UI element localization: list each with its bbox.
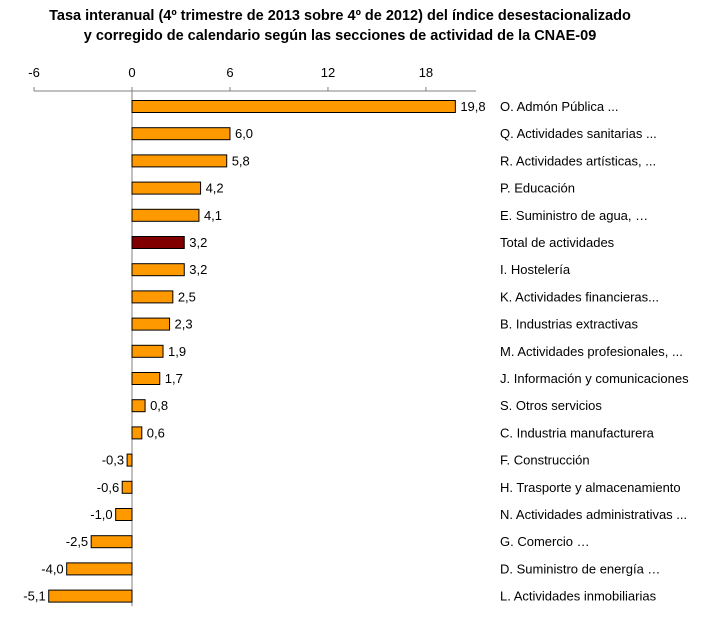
x-tick-label: 6 (226, 65, 233, 80)
bar (131, 426, 143, 440)
bar-value-label: 6,0 (235, 126, 253, 141)
bar (131, 127, 231, 141)
bar-value-label: -0,3 (102, 453, 124, 468)
bar (131, 263, 185, 277)
bar (48, 589, 133, 603)
bar (131, 317, 171, 331)
category-label: R. Actividades artísticas, ... (500, 153, 656, 168)
bar (115, 508, 133, 521)
bar (131, 208, 200, 222)
category-label: M. Actividades profesionales, ... (500, 344, 683, 359)
bar-value-label: 3,2 (189, 262, 207, 277)
category-label: F. Construcción (500, 453, 590, 468)
bar-value-label: 4,1 (204, 208, 222, 223)
chart-title-line-2: y corregido de calendario según las secc… (83, 28, 597, 44)
bar-value-label: -2,5 (66, 534, 88, 549)
category-label: E. Suministro de agua, … (500, 208, 648, 223)
bar-value-label: -5,1 (23, 589, 45, 604)
category-label: I. Hostelería (500, 262, 571, 277)
bar-value-label: -0,6 (97, 480, 119, 495)
category-label: J. Información y comunicaciones (500, 371, 689, 386)
bar-value-label: 4,2 (206, 181, 224, 196)
x-tick-label: 0 (128, 65, 135, 80)
category-label: P. Educación (500, 181, 575, 196)
bar (66, 562, 133, 576)
bar-value-label: 2,3 (175, 317, 193, 332)
x-tick-label: -6 (28, 65, 40, 80)
chart-title-line-1: Tasa interanual (4º trimestre de 2013 so… (49, 8, 631, 24)
bar (126, 453, 133, 467)
category-label: L. Actividades inmobiliarias (500, 589, 657, 604)
bar-value-label: -4,0 (41, 561, 63, 576)
bar-value-label: 3,2 (189, 235, 207, 250)
bar-value-label: 0,6 (147, 425, 165, 440)
bar-value-label: -1,0 (90, 507, 112, 522)
bar (121, 480, 133, 494)
bar (131, 154, 228, 168)
bar (131, 236, 185, 249)
category-label: G. Comercio … (500, 534, 590, 549)
category-label: Q. Actividades sanitarias ... (500, 126, 657, 141)
bar (131, 100, 456, 113)
bar-value-label: 1,9 (168, 344, 186, 359)
bar (90, 535, 133, 549)
bar (131, 290, 174, 304)
bar (131, 344, 164, 358)
category-label: B. Industrias extractivas (500, 317, 638, 332)
x-tick-label: 18 (419, 65, 433, 80)
bar-value-label: 5,8 (232, 153, 250, 168)
category-label: C. Industria manufacturera (500, 425, 655, 440)
bar (131, 372, 161, 385)
chart-title: Tasa interanual (4º trimestre de 2013 so… (0, 6, 680, 46)
bar (131, 399, 146, 413)
category-label: H. Trasporte y almacenamiento (500, 480, 681, 495)
category-label: S. Otros servicios (500, 398, 602, 413)
category-label: Total de actividades (500, 235, 615, 250)
x-tick-label: 12 (321, 65, 335, 80)
category-label: K. Actividades financieras... (500, 289, 659, 304)
category-label: D. Suministro de energía … (500, 561, 660, 576)
bar (131, 181, 202, 195)
bar-value-label: 2,5 (178, 289, 196, 304)
category-label: O. Admón Pública ... (500, 99, 619, 114)
bar-value-label: 1,7 (165, 371, 183, 386)
bar-value-label: 0,8 (150, 398, 168, 413)
category-label: N. Actividades administrativas ... (500, 507, 687, 522)
bar-value-label: 19,8 (460, 99, 485, 114)
